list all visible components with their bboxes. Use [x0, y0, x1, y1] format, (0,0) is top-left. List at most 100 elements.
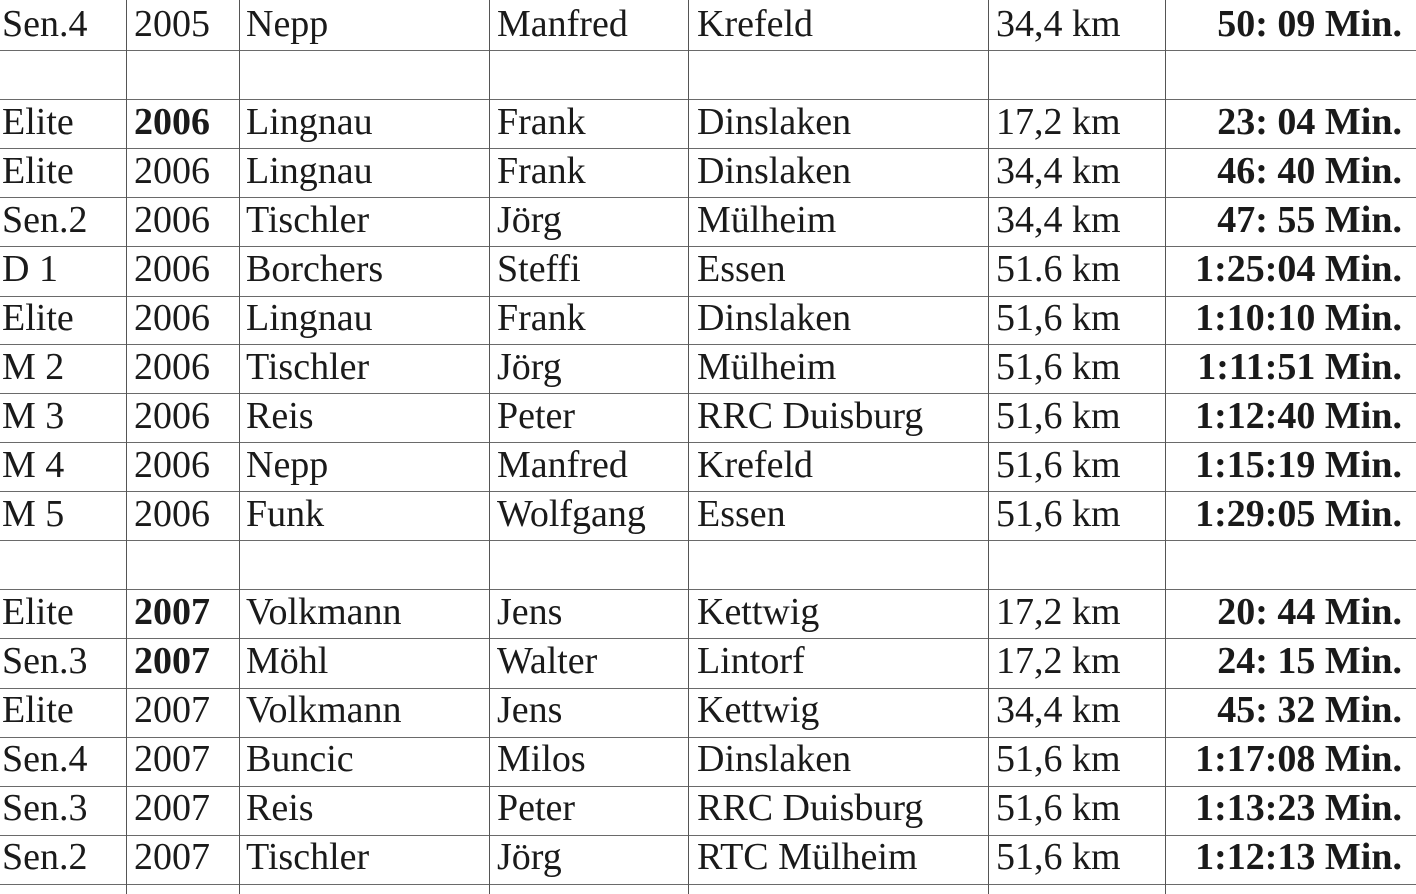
year-cell: 2006 [134, 297, 210, 339]
time-cell: 1:25:04 Min. [1195, 248, 1402, 290]
city-cell: Krefeld [697, 3, 814, 45]
city-cell: Dinslaken [697, 101, 852, 143]
distance-cell: 17,2 km [996, 640, 1121, 682]
table-row: Elite 2007 Volkmann Jens Kettwig 34,4 km 45: 3… [0, 686, 1416, 735]
city-cell: RRC Duisburg [697, 395, 924, 437]
row-divider [0, 296, 1416, 297]
last-name-cell: Lingnau [246, 101, 373, 143]
first-name-cell: Jens [497, 689, 563, 731]
class-cell: M 5 [2, 493, 65, 535]
class-cell: Sen.2 [2, 836, 88, 878]
time-cell: 46: 40 Min. [1217, 150, 1402, 192]
table-row: Sen.3 2007 Möhl Walter Lintorf 17,2 km 24: 15 … [0, 637, 1416, 686]
time-cell [1166, 49, 1402, 98]
table-row: Elite 2006 Lingnau Frank Dinslaken 51,6 km 1:1… [0, 294, 1416, 343]
year-cell: 2006 [134, 346, 210, 388]
time-cell: 45: 32 Min. [1217, 689, 1402, 731]
city-cell: Mülheim [697, 346, 837, 388]
city-cell: Essen [697, 493, 786, 535]
column-divider [688, 0, 689, 894]
last-name-cell: Tischler [246, 346, 370, 388]
column-divider [489, 0, 490, 894]
city-cell: Lintorf [697, 640, 805, 682]
distance-cell: 51,6 km [996, 836, 1121, 878]
last-name-cell: Nepp [246, 444, 329, 486]
class-cell [2, 539, 126, 588]
city-cell: Essen [697, 248, 786, 290]
first-name-cell [497, 49, 687, 98]
time-cell: 1:15:19 Min. [1195, 444, 1402, 486]
year-cell: 2006 [134, 493, 210, 535]
column-divider [126, 0, 127, 894]
time-cell: 50: 09 Min. [1217, 3, 1402, 45]
year-cell [134, 539, 238, 588]
class-cell: Elite [2, 101, 74, 143]
first-name-cell: Peter [497, 787, 576, 829]
city-cell [697, 49, 987, 98]
first-name-cell [497, 539, 687, 588]
year-cell: 2007 [134, 738, 210, 780]
city-cell: RRC Duisburg [697, 787, 924, 829]
table-row: Elite 2006 Lingnau Frank Dinslaken 17,2 km 23:… [0, 98, 1416, 147]
table-row: D 1 2006 Borchers Steffi Essen 51.6 km 1:25:04… [0, 245, 1416, 294]
table-row [0, 49, 1416, 98]
time-cell [1166, 539, 1402, 588]
table-row [0, 539, 1416, 588]
year-cell: 2006 [134, 150, 210, 192]
row-divider [0, 491, 1416, 492]
table-row: Elite 2007 Volkmann Jens Kettwig 17,2 km 20: 4… [0, 588, 1416, 637]
row-divider [0, 737, 1416, 738]
distance-cell: 51,6 km [996, 493, 1121, 535]
first-name-cell: Jens [497, 591, 563, 633]
year-cell: 2006 [134, 444, 210, 486]
class-cell: Sen.2 [2, 199, 88, 241]
year-cell: 2007 [134, 787, 210, 829]
class-cell: D 1 [2, 248, 58, 290]
table-row: Sen.4 2007 Buncic Milos Dinslaken 51,6 km 1:17… [0, 735, 1416, 784]
time-cell: 1:12:13 Min. [1195, 836, 1402, 878]
column-divider [1165, 0, 1166, 894]
year-cell: 2006 [134, 199, 210, 241]
first-name-cell: Steffi [497, 248, 581, 290]
time-cell: 23: 04 Min. [1217, 101, 1402, 143]
city-cell: Dinslaken [697, 738, 852, 780]
first-name-cell: Manfred [497, 3, 628, 45]
last-name-cell [246, 539, 488, 588]
first-name-cell: Frank [497, 297, 586, 339]
time-cell: 20: 44 Min. [1217, 591, 1402, 633]
row-divider [0, 344, 1416, 345]
first-name-cell: Jörg [497, 836, 562, 878]
distance-cell: 51,6 km [996, 738, 1121, 780]
class-cell: Sen.4 [2, 738, 88, 780]
table-row: Sen.2 2006 Tischler Jörg Mülheim 34,4 km 47: 5… [0, 196, 1416, 245]
class-cell: Sen.3 [2, 787, 88, 829]
distance-cell: 51.6 km [996, 248, 1121, 290]
column-divider [239, 0, 240, 894]
class-cell: Elite [2, 591, 74, 633]
table-row: M 5 2006 Funk Wolfgang Essen 51,6 km 1:29:05 M… [0, 490, 1416, 539]
distance-cell [996, 539, 1164, 588]
class-cell: Sen.3 [2, 640, 88, 682]
distance-cell: 51,6 km [996, 444, 1121, 486]
class-cell: Sen.4 [2, 3, 88, 45]
table-row: Elite 2006 Lingnau Frank Dinslaken 34,4 km 46:… [0, 147, 1416, 196]
distance-cell: 34,4 km [996, 150, 1121, 192]
class-cell: Elite [2, 297, 74, 339]
distance-cell: 17,2 km [996, 101, 1121, 143]
year-cell: 2006 [134, 101, 210, 143]
class-cell: M 2 [2, 346, 65, 388]
first-name-cell: Manfred [497, 444, 628, 486]
time-cell: 24: 15 Min. [1217, 640, 1402, 682]
class-cell: M 3 [2, 395, 65, 437]
year-cell: 2007 [134, 640, 210, 682]
year-cell: 2006 [134, 395, 210, 437]
last-name-cell: Borchers [246, 248, 384, 290]
row-divider [0, 148, 1416, 149]
row-divider [0, 884, 1416, 885]
city-cell: Krefeld [697, 444, 814, 486]
first-name-cell: Milos [497, 738, 586, 780]
class-cell: Elite [2, 150, 74, 192]
time-cell: 1:10:10 Min. [1195, 297, 1402, 339]
time-cell: 1:29:05 Min. [1195, 493, 1402, 535]
first-name-cell: Jörg [497, 199, 562, 241]
